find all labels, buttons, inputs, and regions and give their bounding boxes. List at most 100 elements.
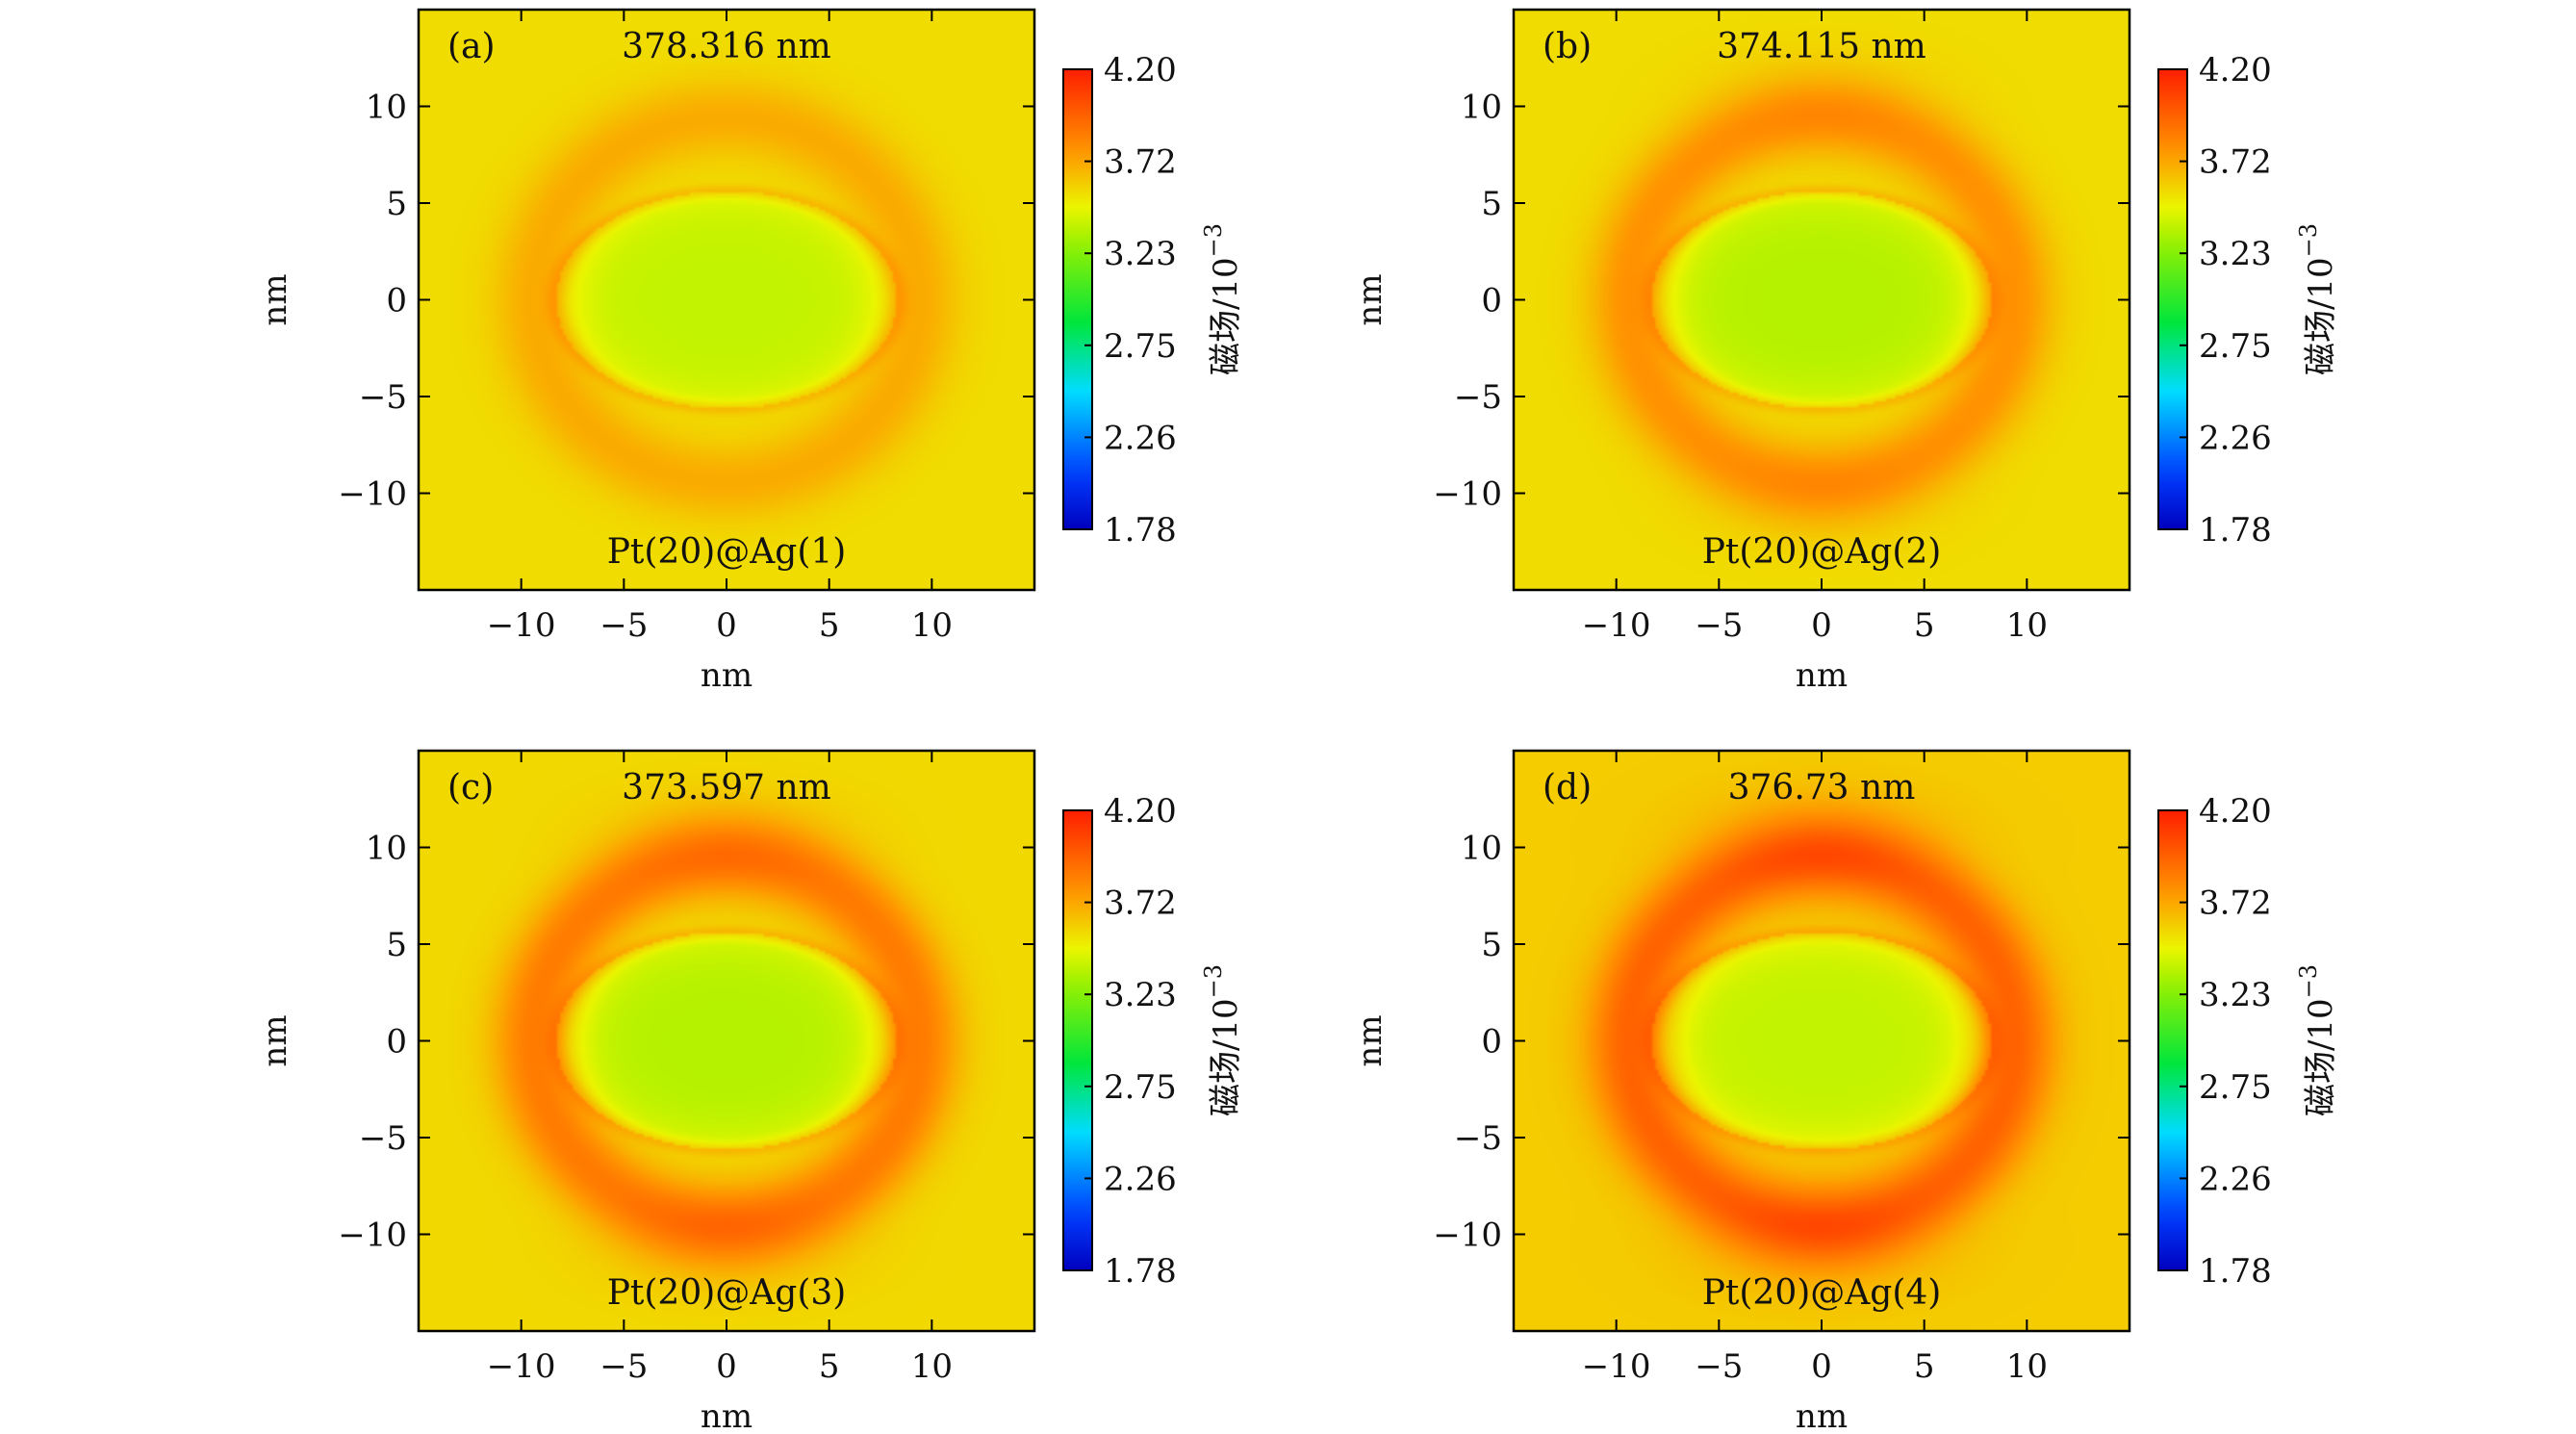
- colorbar-tick-label: 4.20: [1104, 51, 1177, 90]
- y-tick-label: 0: [386, 282, 407, 320]
- x-tick-label: −5: [1695, 606, 1743, 645]
- colorbar-tick-label: 4.20: [1104, 792, 1177, 831]
- colorbar-tick-label: 2.26: [2199, 1160, 2272, 1198]
- colorbar-label-text: 磁场/10: [1207, 998, 1245, 1116]
- colorbar-label-exponent: −3: [1200, 964, 1227, 998]
- colorbar-label-exponent: −3: [2295, 223, 2322, 257]
- colorbar-tick-label: 3.72: [1104, 143, 1177, 182]
- x-tick-label: 0: [716, 1347, 737, 1386]
- panel-tag: (d): [1543, 768, 1592, 807]
- sample-label: Pt(20)@Ag(4): [1702, 1273, 1942, 1313]
- y-tick-label: −5: [359, 378, 407, 417]
- y-tick-label: 0: [1481, 1023, 1502, 1062]
- y-tick-label: 5: [386, 185, 407, 223]
- x-tick-label: −10: [487, 1347, 556, 1386]
- colorbar-tick-label: 2.26: [1104, 419, 1177, 457]
- sample-label: Pt(20)@Ag(2): [1702, 532, 1942, 572]
- colorbar-tick-label: 4.20: [2199, 51, 2272, 90]
- y-axis-label: nm: [1351, 1014, 1390, 1066]
- y-tick-label: −10: [338, 475, 407, 514]
- colorbar-label-text: 磁场/10: [2302, 257, 2340, 375]
- colorbar-tick-label: 2.75: [1104, 327, 1177, 366]
- colorbar-tick-label: 3.23: [2199, 976, 2272, 1014]
- y-axis-label: nm: [1351, 273, 1390, 325]
- colorbar-tick-label: 3.72: [2199, 884, 2272, 923]
- y-tick-label: −5: [1454, 378, 1502, 417]
- panel-d: −10 −5 0 5 10 −10 −5 0 5 10 nm nm (d) 376.73 nm Pt(20)…: [1351, 749, 2340, 1434]
- wavelength-title: 374.115 nm: [1717, 27, 1926, 66]
- x-tick-label: 10: [911, 606, 953, 645]
- colorbar: [2157, 809, 2188, 1271]
- panel-tag: (c): [447, 768, 494, 807]
- x-tick-label: 10: [911, 1347, 953, 1386]
- colorbar-label: 磁场/10−3: [2295, 964, 2340, 1116]
- y-tick-label: −10: [1433, 1216, 1502, 1255]
- y-tick-label: −10: [1433, 475, 1502, 514]
- colorbar-tick-label: 4.20: [2199, 792, 2272, 831]
- x-tick-label: 5: [819, 606, 840, 645]
- colorbar-tick-label: 3.23: [1104, 976, 1177, 1014]
- y-tick-label: 5: [386, 926, 407, 964]
- colorbar-tick-label: 2.75: [2199, 327, 2272, 366]
- panel-c: −10 −5 0 5 10 −10 −5 0 5 10 nm nm (c) 373.597 nm Pt(20…: [256, 749, 1245, 1434]
- panel-tag: (a): [447, 27, 496, 66]
- x-tick-label: −10: [1582, 1347, 1651, 1386]
- y-tick-label: 10: [366, 830, 407, 868]
- sample-label: Pt(20)@Ag(3): [607, 1273, 847, 1313]
- y-axis-label: nm: [256, 1014, 294, 1066]
- y-tick-label: −10: [338, 1216, 407, 1255]
- colorbar-label-exponent: −3: [1200, 223, 1227, 257]
- y-tick-label: 5: [1481, 926, 1502, 964]
- y-tick-label: −5: [359, 1119, 407, 1158]
- colorbar-tick-label: 2.26: [2199, 419, 2272, 457]
- colorbar-tick-label: 1.78: [1104, 1252, 1177, 1291]
- colorbar-tick-label: 2.26: [1104, 1160, 1177, 1198]
- colorbar-tick-label: 3.23: [1104, 235, 1177, 273]
- heatmap-image: [419, 10, 1034, 590]
- heatmap-image: [419, 751, 1034, 1331]
- y-tick-label: 10: [366, 89, 407, 127]
- colorbar-tick-label: 3.23: [2199, 235, 2272, 273]
- y-axis-label: nm: [256, 273, 294, 325]
- y-tick-label: 5: [1481, 185, 1502, 223]
- colorbar-tick-label: 3.72: [2199, 143, 2272, 182]
- x-tick-label: −10: [1582, 606, 1651, 645]
- heatmap-image: [1514, 10, 2130, 590]
- x-tick-label: 5: [1914, 606, 1935, 645]
- x-axis-label: nm: [1796, 656, 1848, 695]
- colorbar-label-text: 磁场/10: [2302, 998, 2340, 1116]
- colorbar-label: 磁场/10−3: [1200, 964, 1245, 1116]
- y-tick-label: 10: [1461, 830, 1502, 868]
- wavelength-title: 376.73 nm: [1728, 768, 1916, 807]
- x-axis-label: nm: [701, 656, 752, 695]
- colorbar-tick-label: 1.78: [2199, 1252, 2272, 1291]
- colorbar-label-text: 磁场/10: [1207, 257, 1245, 375]
- x-tick-label: −10: [487, 606, 556, 645]
- x-tick-label: −5: [1695, 1347, 1743, 1386]
- panel-b: −10 −5 0 5 10 −10 −5 0 5 10 nm nm (b) 374.115 nm Pt(20…: [1351, 8, 2340, 695]
- sample-label: Pt(20)@Ag(1): [607, 532, 847, 572]
- y-tick-label: 10: [1461, 89, 1502, 127]
- colorbar-tick-label: 1.78: [2199, 511, 2272, 550]
- colorbar: [1062, 809, 1093, 1271]
- x-tick-label: 0: [716, 606, 737, 645]
- y-tick-label: 0: [1481, 282, 1502, 320]
- colorbar-label-exponent: −3: [2295, 964, 2322, 998]
- x-tick-label: −5: [599, 1347, 648, 1386]
- panel-tag: (b): [1543, 27, 1592, 66]
- y-tick-label: −5: [1454, 1119, 1502, 1158]
- x-tick-label: −5: [599, 606, 648, 645]
- x-tick-label: 0: [1811, 606, 1832, 645]
- colorbar-label: 磁场/10−3: [2295, 223, 2340, 375]
- colorbar-label: 磁场/10−3: [1200, 223, 1245, 375]
- x-tick-label: 0: [1811, 1347, 1832, 1386]
- y-tick-label: 0: [386, 1023, 407, 1062]
- x-tick-label: 5: [819, 1347, 840, 1386]
- heatmap-image: [1514, 751, 2130, 1331]
- panel-a: −10 −5 0 5 10 −10 −5 0 5 10 nm nm (a) 378.316 nm Pt(20…: [256, 8, 1245, 695]
- x-axis-label: nm: [701, 1397, 752, 1434]
- wavelength-title: 373.597 nm: [622, 768, 831, 807]
- colorbar-tick-label: 1.78: [1104, 511, 1177, 550]
- wavelength-title: 378.316 nm: [622, 27, 831, 66]
